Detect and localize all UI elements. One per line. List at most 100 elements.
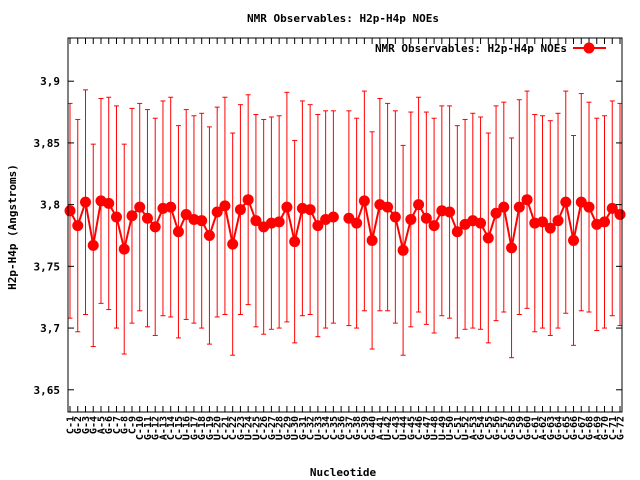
y-tick-label: 3,9 (40, 75, 60, 88)
x-tick-label: C-57 (499, 416, 510, 440)
data-point (87, 239, 99, 251)
x-tick-label: G-64 (554, 416, 565, 440)
x-tick-label: U-30 (290, 416, 301, 440)
x-tick-label: C-35 (329, 416, 340, 440)
x-tick-label: C-10 (135, 416, 146, 440)
x-tick-label: G-6 (104, 416, 115, 434)
x-tick-label: G-47 (422, 416, 433, 440)
data-point (79, 196, 91, 208)
x-tick-label: G-18 (197, 416, 208, 440)
data-point-group (575, 93, 587, 312)
x-tick-label: C-37 (344, 416, 355, 440)
data-point (203, 229, 215, 241)
data-point (568, 234, 580, 246)
data-point (560, 196, 572, 208)
x-tick-label: G-29 (282, 416, 293, 440)
data-point (242, 194, 254, 206)
data-point-group (490, 105, 502, 322)
x-tick-label: G-23 (236, 416, 247, 440)
data-point-group (428, 117, 440, 334)
x-tick-label: G-68 (585, 416, 596, 440)
data-point (544, 222, 556, 234)
x-tick-label: C-67 (577, 416, 588, 440)
data-point (72, 220, 84, 232)
data-point (110, 211, 122, 223)
x-tick-label: C-61 (530, 416, 541, 440)
data-point (196, 215, 208, 227)
x-tick-label: G-54 (476, 416, 487, 440)
data-point-group (118, 143, 130, 355)
data-point (389, 211, 401, 223)
x-tick-label: U-16 (182, 416, 193, 440)
data-point (126, 210, 138, 222)
data-point (413, 199, 425, 211)
x-tick-label: U-49 (437, 416, 448, 440)
x-tick-label: C-59 (515, 416, 526, 440)
data-point-group (498, 101, 510, 313)
data-point (211, 206, 223, 218)
data-point (304, 204, 316, 216)
data-point-group (475, 116, 487, 330)
x-tick-label: U-33 (313, 416, 324, 440)
x-tick-label: G-66 (569, 416, 580, 440)
y-tick-label: 3,85 (34, 137, 61, 150)
x-tick-label: C-21 (220, 416, 231, 440)
legend-label: NMR Observables: H2p-H4p NOEs (375, 42, 567, 55)
data-point (614, 209, 626, 221)
data-point (444, 206, 456, 218)
legend: NMR Observables: H2p-H4p NOEs (375, 42, 606, 55)
x-tick-label: U-25 (251, 416, 262, 440)
data-point (451, 226, 463, 238)
x-tick-label: U-20 (213, 416, 224, 440)
data-point-group (126, 107, 138, 324)
data-point (134, 201, 146, 213)
data-point-group (165, 96, 177, 318)
chart-title: NMR Observables: H2p-H4p NOEs (247, 12, 439, 25)
y-tick-label: 3,7 (40, 322, 60, 335)
data-point-group (552, 112, 564, 329)
data-point (428, 220, 440, 232)
data-point-group (250, 114, 262, 328)
data-point (103, 197, 115, 209)
x-tick-label: C-14 (166, 416, 177, 440)
data-point-group (180, 109, 192, 320)
data-point-group (560, 90, 572, 314)
data-point (420, 212, 432, 224)
data-point (351, 217, 363, 229)
x-tick-label: C-1 (66, 416, 77, 434)
data-point-group (544, 120, 556, 336)
data-point-group (289, 139, 301, 344)
x-tick-label: C-26 (259, 416, 270, 440)
data-point-group (614, 102, 626, 327)
data-point-group (397, 144, 409, 356)
data-point-group (366, 131, 378, 350)
x-tick-label: G-38 (352, 416, 363, 440)
data-point-group (451, 125, 463, 339)
x-tick-label: G-12 (151, 416, 162, 440)
data-point-group (227, 132, 239, 356)
x-tick-label: G-8 (120, 416, 131, 434)
x-tick-label: G-4 (89, 416, 100, 434)
data-point (64, 205, 76, 217)
data-point (358, 195, 370, 207)
x-tick-label: G-19 (205, 416, 216, 440)
x-tick-label: C-34 (321, 416, 332, 440)
data-point-group (281, 91, 293, 323)
data-point-group (196, 112, 208, 329)
data-point (552, 215, 564, 227)
x-tick-label: U-28 (275, 416, 286, 440)
y-tick-label: 3,65 (34, 384, 61, 397)
data-point (149, 221, 161, 233)
x-tick-label: U-42 (383, 416, 394, 440)
data-point-group (583, 101, 595, 313)
x-tick-label: C-46 (414, 416, 425, 440)
data-point (599, 216, 611, 228)
data-point (141, 212, 153, 224)
x-tick-label: G-56 (492, 416, 503, 440)
data-point (281, 201, 293, 213)
x-tick-label: C-32 (306, 416, 317, 440)
x-tick-label: A-13 (158, 416, 169, 440)
x-tick-label: G-72 (616, 416, 627, 440)
data-point-group (599, 115, 611, 329)
x-tick-label: G-70 (600, 416, 611, 440)
